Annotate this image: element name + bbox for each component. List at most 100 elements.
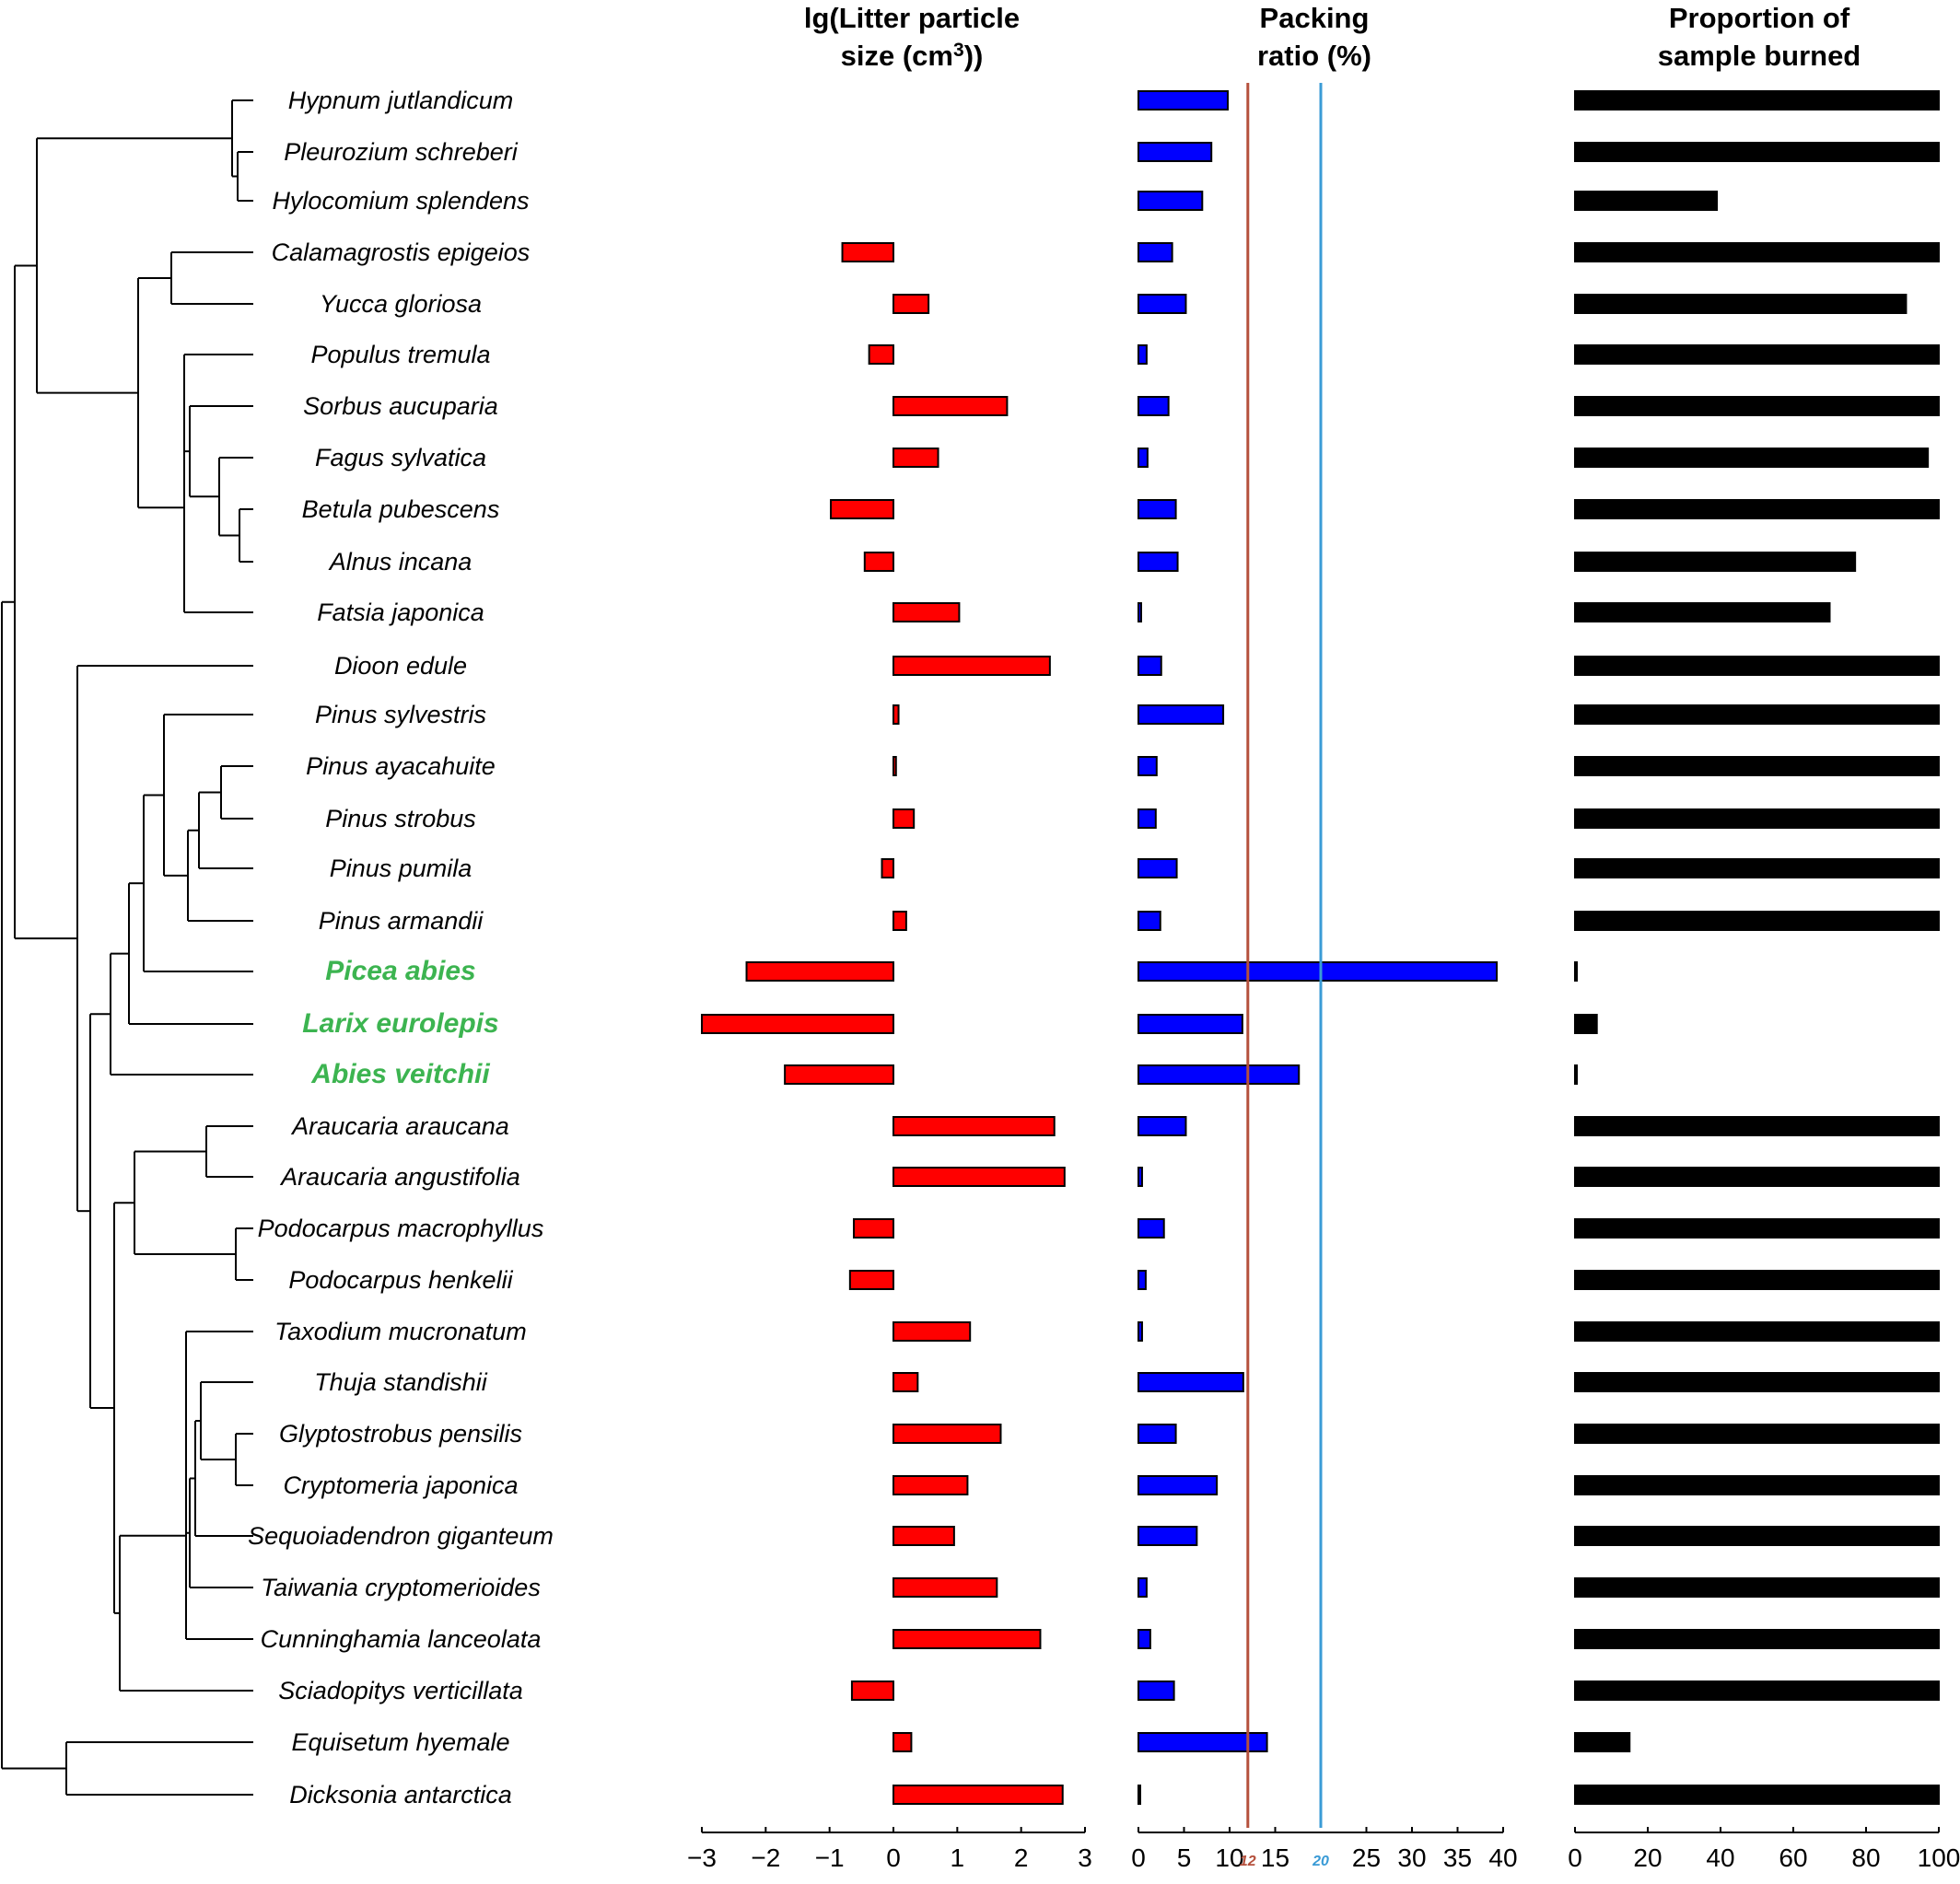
litter-size-bar [892,704,900,725]
packing-ratio-tick-label: 40 [1488,1843,1517,1872]
litter-size-bar [892,756,897,776]
packing-ratio-tick-label: 15 [1261,1843,1289,1872]
packing-ratio-bar [1138,1526,1198,1546]
species-labels: Hypnum jutlandicum Pleurozium schreberi Hy… [248,87,554,1808]
packing-ratio-bar [1138,90,1230,110]
packing-ratio-tick-label: 5 [1177,1843,1192,1872]
proportion-burned-bar [1574,1270,1940,1290]
litter-size-tick-label: −3 [687,1843,717,1872]
proportion-burned-bar [1574,1732,1631,1752]
litter-size-bar [892,1785,1064,1805]
packing-ratio-title-line2: ratio (%) [1257,40,1371,72]
phylogenetic-tree [1,99,253,1796]
litter-size-bar [868,344,894,365]
species-label: Taxodium mucronatum [274,1318,527,1345]
packing-ratio-bar [1138,1424,1177,1444]
litter-size-bar [892,656,1051,676]
species-label: Betula pubescens [302,495,500,523]
packing-ratio-bar [1138,808,1157,829]
species-label: Cryptomeria japonica [283,1471,518,1499]
proportion-burned-tick-label: 20 [1633,1843,1662,1872]
litter-size-bar [892,1424,1002,1444]
proportion-burned-bar [1574,808,1940,829]
proportion-burned-bar [1574,1372,1940,1392]
packing-ratio-bar [1138,448,1149,468]
proportion-burned-bar [1574,1475,1940,1495]
packing-ratio-bar [1138,1732,1268,1752]
packing-ratio-bar [1138,1785,1141,1805]
packing-ratio-bar [1138,1577,1148,1598]
litter-size-bar [892,808,916,829]
litter-size-tick-label: 3 [1078,1843,1092,1872]
litter-size-bar [892,1167,1066,1187]
packing-ratio-bar [1138,1321,1143,1342]
packing-ratio-bar [1138,1064,1301,1085]
packing-ratio-tick-label: 10 [1215,1843,1243,1872]
litter-size-bar [892,1116,1056,1136]
proportion-burned-bar [1574,1680,1940,1701]
species-label: Pinus ayacahuite [306,752,496,780]
proportion-burned-tick-label: 40 [1706,1843,1734,1872]
species-label: Equisetum hyemale [291,1728,509,1756]
litter-size-tick-label: 1 [951,1843,965,1872]
species-label: Pinus sylvestris [315,701,486,728]
proportion-burned-bar [1574,1014,1598,1034]
litter-size-bar [850,1680,895,1701]
proportion-burned-tick-label: 60 [1779,1843,1807,1872]
species-label: Calamagrostis epigeios [272,238,531,266]
species-label: Thuja standishii [314,1368,488,1396]
proportion-burned-tick-label: 80 [1851,1843,1880,1872]
litter-size-bar [830,499,895,519]
litter-size-bar [892,911,907,931]
proportion-burned-bar [1574,1424,1940,1444]
packing-ratio-title-line1: Packing [1260,2,1370,34]
proportion-burned-title-line2: sample burned [1658,40,1861,72]
packing-ratio-bar [1138,656,1162,676]
proportion-burned-bar [1574,1064,1578,1085]
packing-ratio-bar [1138,294,1187,314]
litter-size-bar [853,1218,894,1239]
proportion-burned-bar [1574,191,1719,211]
proportion-burned-bar [1574,499,1940,519]
species-label: Abies veitchii [310,1059,490,1089]
litter-size-tick-label: −1 [815,1843,845,1872]
species-label: Podocarpus macrophyllus [258,1215,544,1242]
species-label: Dicksonia antarctica [289,1781,512,1808]
species-label: Cunninghamia lanceolata [261,1625,542,1653]
packing-ratio-tick-label: 0 [1131,1843,1146,1872]
species-label: Sequoiadendron giganteum [248,1522,554,1550]
species-label: Fatsia japonica [317,599,484,626]
litter-size-bar [892,396,1009,416]
species-label: Glyptostrobus pensilis [279,1420,522,1448]
litter-size-bar [892,1732,913,1752]
proportion-burned-bar [1574,1116,1940,1136]
packing-ratio-bar [1138,191,1204,211]
species-label: Alnus incana [328,548,472,576]
packing-ratio-bar [1138,1475,1219,1495]
litter-size-bar [745,961,894,982]
species-label: Hylocomium splendens [272,187,529,215]
packing-ratio-bar [1138,602,1142,622]
proportion-burned-tick-label: 0 [1568,1843,1582,1872]
packing-ratio-tick-label: 30 [1397,1843,1426,1872]
litter-size-bar [848,1270,894,1290]
litter-size-bar [892,1577,998,1598]
proportion-burned-bar [1574,1167,1940,1187]
proportion-burned-bar [1574,294,1908,314]
litter-size-tick-label: 2 [1014,1843,1029,1872]
species-label: Araucaria araucana [290,1112,509,1140]
packing-ratio-bar [1138,1372,1244,1392]
packing-ratio-tick-label: 25 [1352,1843,1381,1872]
species-label: Podocarpus henkelii [288,1266,513,1294]
species-label: Araucaria angustifolia [279,1163,520,1191]
species-label: Sciadopitys verticillata [278,1677,523,1704]
species-label: Sorbus aucuparia [303,392,498,420]
packing-ratio-bar [1138,242,1173,262]
litter-size-bar [841,242,894,262]
litter-size-bar [892,1526,955,1546]
species-label: Pinus pumila [330,855,472,882]
litter-size-bar [892,1372,919,1392]
packing-ratio-bar [1138,704,1225,725]
proportion-burned-panel: Proportion of sample burned 0 20 40 60 80 100 [1568,2,1960,1872]
